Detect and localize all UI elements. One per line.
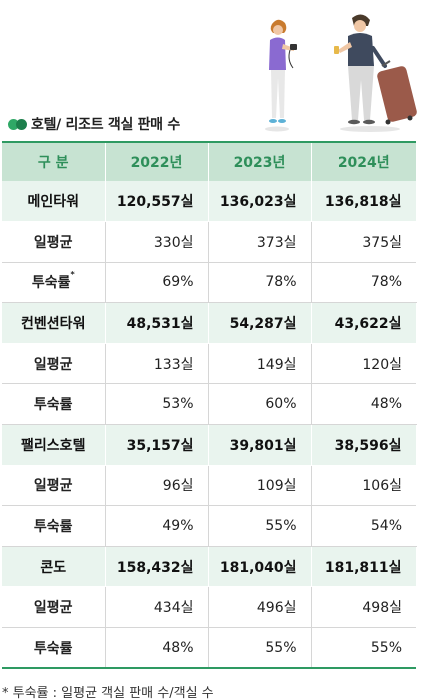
row-label: 일평균 — [2, 221, 106, 263]
table-header-row: 구 분 2022년 2023년 2024년 — [2, 142, 416, 181]
occupancy-cell: 55% — [208, 627, 312, 670]
room-sales-table: 구 분 2022년 2023년 2024년 메인타워 120,557실 136,02… — [2, 141, 417, 670]
travelers-illustration — [265, 14, 417, 132]
table-row-daily-average: 일평균 330실 373실 375실 — [2, 221, 416, 263]
row-label: 컨벤션타워 — [2, 302, 106, 344]
row-label-text: 투숙률 — [31, 275, 71, 292]
occupancy-cell: 49% — [105, 505, 209, 547]
dot-icon — [16, 118, 27, 130]
occupancy-cell: 78% — [208, 262, 312, 304]
table-row-group-total: 메인타워 120,557실 136,023실 136,818실 — [2, 181, 417, 223]
woman-with-camera-icon — [265, 19, 297, 132]
row-label: 일평균 — [2, 465, 106, 507]
occupancy-cell: 48% — [105, 627, 209, 670]
table-row-daily-average: 일평균 434실 496실 498실 — [2, 586, 416, 629]
row-label-text: 투숙률 — [33, 519, 73, 536]
footnote-mark: * — [70, 270, 75, 280]
occupancy-cell: 53% — [105, 383, 209, 426]
daily-average-cell: 133실 — [105, 343, 209, 385]
total-rooms-cell: 38,596실 — [311, 424, 417, 466]
daily-average-cell: 498실 — [311, 586, 416, 629]
total-rooms-cell: 39,801실 — [208, 424, 312, 466]
row-label: 투숙률 — [2, 383, 106, 426]
total-rooms-cell: 181,040실 — [208, 546, 312, 588]
table-row-daily-average: 일평균 96실 109실 106실 — [2, 465, 416, 507]
section-title-text: 호텔/ 리조트 객실 판매 수 — [31, 117, 180, 133]
row-label: 메인타워 — [2, 181, 106, 223]
daily-average-cell: 434실 — [105, 586, 209, 629]
table-row-group-total: 팰리스호텔 35,157실 39,801실 38,596실 — [2, 424, 417, 466]
daily-average-cell: 149실 — [208, 343, 312, 385]
footnote: * 투숙률 : 일평균 객실 판매 수/객실 수 — [2, 686, 214, 700]
section-title: 호텔/ 리조트 객실 판매 수 — [8, 114, 180, 134]
row-label: 투숙률* — [2, 262, 106, 304]
header-year: 2022년 — [105, 142, 209, 181]
total-rooms-cell: 35,157실 — [105, 424, 209, 466]
daily-average-cell: 120실 — [311, 343, 416, 385]
table-row-occupancy: 투숙률* 69% 78% 78% — [2, 262, 416, 304]
total-rooms-cell: 43,622실 — [311, 302, 417, 344]
occupancy-cell: 69% — [105, 262, 209, 304]
table-row-occupancy: 투숙률 49% 55% 54% — [2, 505, 416, 547]
occupancy-cell: 54% — [311, 505, 416, 547]
table-row-occupancy: 투숙률 48% 55% 55% — [2, 627, 416, 670]
row-label: 투숙률 — [2, 505, 106, 547]
header-year: 2024년 — [337, 155, 390, 171]
daily-average-cell: 373실 — [208, 221, 312, 263]
total-rooms-cell: 48,531실 — [105, 302, 209, 344]
total-rooms-cell: 120,557실 — [105, 181, 209, 223]
total-rooms-cell: 54,287실 — [208, 302, 312, 344]
total-rooms-cell: 136,818실 — [311, 181, 417, 223]
occupancy-cell: 55% — [311, 627, 416, 670]
occupancy-cell: 78% — [311, 262, 416, 304]
row-label: 팰리스호텔 — [2, 424, 106, 466]
table-row-occupancy: 투숙률 53% 60% 48% — [2, 383, 416, 426]
occupancy-cell: 60% — [208, 383, 312, 426]
header-category: 구 분 — [2, 142, 106, 181]
daily-average-cell: 496실 — [208, 586, 312, 629]
legend-dots-icon — [8, 118, 27, 130]
daily-average-cell: 109실 — [208, 465, 312, 507]
daily-average-cell: 375실 — [311, 221, 416, 263]
header-year: 2023년 — [208, 142, 312, 181]
row-label: 일평균 — [2, 586, 106, 629]
row-label: 콘도 — [2, 546, 106, 588]
total-rooms-cell: 158,432실 — [105, 546, 209, 588]
daily-average-cell: 106실 — [311, 465, 416, 507]
daily-average-cell: 330실 — [105, 221, 209, 263]
occupancy-cell: 48% — [311, 383, 416, 426]
dot-icon — [8, 118, 19, 130]
total-rooms-cell: 181,811실 — [311, 546, 417, 588]
row-label: 일평균 — [2, 343, 106, 385]
daily-average-cell: 96실 — [105, 465, 209, 507]
row-label-text: 투숙률 — [33, 397, 73, 414]
man-with-suitcase-icon — [334, 14, 417, 132]
row-label: 투숙률 — [2, 627, 106, 670]
table-row-group-total: 콘도 158,432실 181,040실 181,811실 — [2, 546, 417, 588]
table-row-group-total: 컨벤션타워 48,531실 54,287실 43,622실 — [2, 302, 417, 344]
total-rooms-cell: 136,023실 — [208, 181, 312, 223]
occupancy-cell: 55% — [208, 505, 312, 547]
row-label-text: 투숙률 — [33, 640, 73, 657]
table-row-daily-average: 일평균 133실 149실 120실 — [2, 343, 416, 385]
